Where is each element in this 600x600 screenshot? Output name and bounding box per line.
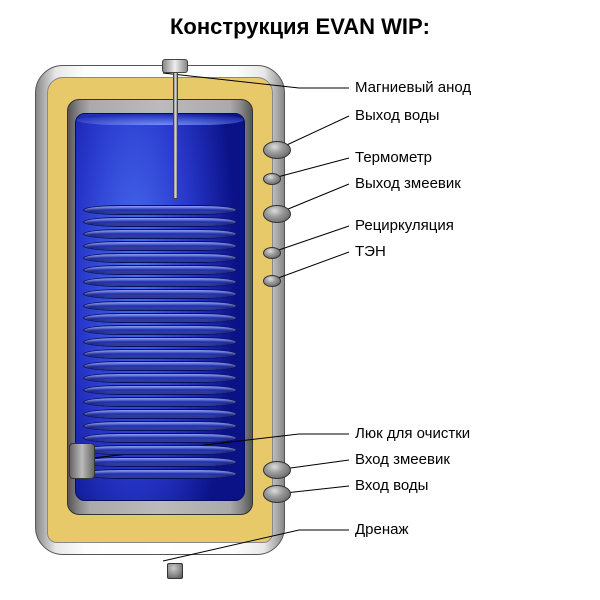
coil-ring	[83, 217, 237, 227]
label-water-out: Выход воды	[355, 107, 439, 124]
coil-ring	[83, 229, 237, 239]
drain-port	[167, 563, 183, 579]
coil-ring	[83, 301, 237, 311]
label-drain: Дренаж	[355, 521, 409, 538]
port-recirc	[263, 247, 281, 259]
label-water-in: Вход воды	[355, 477, 428, 494]
coil-ring	[83, 397, 237, 407]
cleaning-hatch	[69, 443, 95, 479]
tank-diagram	[35, 55, 315, 575]
coil-ring	[83, 421, 237, 431]
label-hatch: Люк для очистки	[355, 425, 470, 442]
coil-ring	[83, 313, 237, 323]
coil-ring	[83, 253, 237, 263]
coil-ring	[83, 361, 237, 371]
coil-ring	[83, 349, 237, 359]
water-surface	[76, 114, 244, 125]
coil-ring	[83, 373, 237, 383]
port-coil-out	[263, 205, 291, 223]
port-coil-in	[263, 461, 291, 479]
diagram-title: Конструкция EVAN WIP:	[0, 0, 600, 40]
port-water-out	[263, 141, 291, 159]
port-thermometer	[263, 173, 281, 185]
label-recirc: Рециркуляция	[355, 217, 454, 234]
label-anode: Магниевый анод	[355, 79, 471, 96]
coil-ring	[83, 265, 237, 275]
coil-ring	[83, 469, 237, 479]
port-water-in	[263, 485, 291, 503]
magnesium-anode-rod	[173, 69, 178, 199]
coil-ring	[83, 457, 237, 467]
coil-ring	[83, 325, 237, 335]
label-thermo: Термометр	[355, 149, 432, 166]
label-ten: ТЭН	[355, 243, 386, 260]
heating-coil	[83, 205, 237, 481]
label-coil-in: Вход змеевик	[355, 451, 450, 468]
coil-ring	[83, 337, 237, 347]
coil-ring	[83, 289, 237, 299]
coil-ring	[83, 433, 237, 443]
anode-cap	[162, 59, 188, 73]
coil-ring	[83, 205, 237, 215]
coil-ring	[83, 445, 237, 455]
coil-ring	[83, 409, 237, 419]
coil-ring	[83, 385, 237, 395]
label-coil-out: Выход змеевик	[355, 175, 461, 192]
coil-ring	[83, 241, 237, 251]
coil-ring	[83, 277, 237, 287]
port-ten	[263, 275, 281, 287]
